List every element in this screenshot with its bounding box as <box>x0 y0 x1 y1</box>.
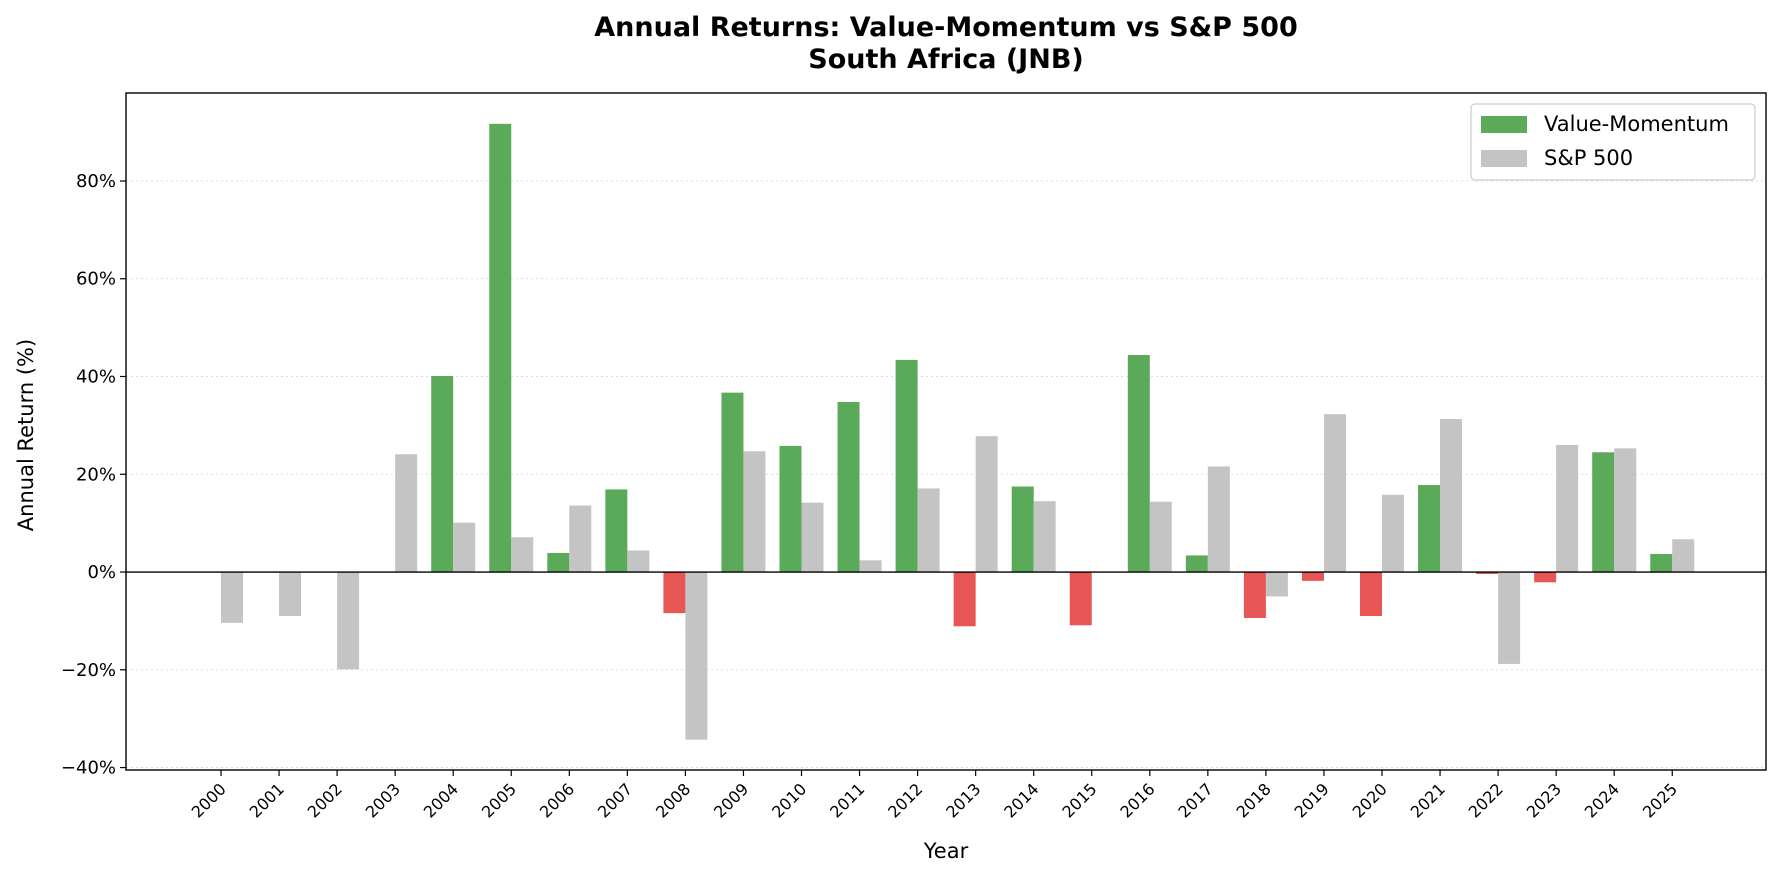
y-axis-label: Annual Return (%) <box>14 339 38 531</box>
x-ticks: 2000 2001 2002 2003 2004 2005 2006 2007 2008 2009… <box>188 770 1681 822</box>
y-tick-label: 60% <box>76 269 116 290</box>
x-tick-label: 2016 <box>1116 779 1158 821</box>
bar-value-momentum <box>1011 486 1034 573</box>
y-ticks: −40% −20% 0% 20% 40% 60% 80% <box>61 171 126 779</box>
legend-swatch <box>1481 116 1527 133</box>
bar-sp500 <box>395 454 418 573</box>
bar-value-momentum <box>1243 572 1266 618</box>
x-tick-label: 2011 <box>826 779 868 821</box>
bar-value-momentum <box>779 445 802 573</box>
y-tick-label: −40% <box>61 758 116 779</box>
bar-sp500 <box>453 522 476 573</box>
bar-value-momentum <box>1360 572 1382 617</box>
chart-subtitle: South Africa (JNB) <box>808 44 1083 75</box>
x-tick-label: 2013 <box>942 779 984 821</box>
x-tick-label: 2020 <box>1349 779 1391 821</box>
x-tick-label: 2024 <box>1581 779 1623 821</box>
x-tick-label: 2001 <box>246 779 288 821</box>
bar-value-momentum <box>721 392 744 573</box>
x-tick-label: 2014 <box>1000 779 1042 821</box>
bar-value-momentum <box>431 376 454 573</box>
legend: Value-Momentum S&P 500 <box>1470 103 1756 181</box>
bar-sp500 <box>859 560 882 573</box>
x-tick-label: 2017 <box>1174 779 1216 821</box>
plot-frame <box>125 92 1767 771</box>
bar-value-momentum <box>1534 572 1557 583</box>
bar-sp500 <box>569 505 592 573</box>
x-tick-label: 2009 <box>710 779 752 821</box>
bar-value-momentum <box>953 572 976 627</box>
bar-sp500 <box>1556 444 1579 573</box>
bar-value-momentum <box>489 123 512 573</box>
x-tick-label: 2000 <box>188 779 230 821</box>
bar-value-momentum <box>1476 572 1499 574</box>
y-tick-label: 80% <box>76 171 116 192</box>
bar-sp500 <box>1672 539 1695 573</box>
legend-swatch <box>1481 150 1527 167</box>
bar-sp500 <box>627 550 650 573</box>
legend-label: Value-Momentum <box>1544 112 1729 136</box>
x-tick-label: 2007 <box>594 779 636 821</box>
bar-value-momentum <box>663 572 686 614</box>
bar-sp500 <box>1207 466 1230 573</box>
bar-sp500 <box>1382 494 1404 573</box>
bar-sp500 <box>743 451 766 573</box>
x-tick-label: 2019 <box>1291 779 1333 821</box>
bars <box>221 123 1695 740</box>
x-tick-label: 2012 <box>884 779 926 821</box>
bar-sp500 <box>279 572 302 617</box>
chart-title: Annual Returns: Value-Momentum vs S&P 50… <box>594 12 1297 43</box>
x-tick-label: 2021 <box>1407 779 1449 821</box>
bar-sp500 <box>1149 501 1172 573</box>
legend-box <box>1470 103 1756 181</box>
bar-sp500 <box>1440 419 1463 573</box>
bar-sp500 <box>1614 448 1637 573</box>
bar-sp500 <box>221 572 243 623</box>
y-tick-label: 20% <box>76 464 116 485</box>
bar-value-momentum <box>1592 452 1615 573</box>
x-tick-label: 2022 <box>1465 779 1507 821</box>
x-tick-label: 2005 <box>478 779 520 821</box>
bar-sp500 <box>1033 501 1056 573</box>
bar-value-momentum <box>1650 553 1673 573</box>
x-tick-label: 2018 <box>1233 779 1275 821</box>
bar-sp500 <box>917 488 940 573</box>
x-tick-label: 2025 <box>1639 779 1681 821</box>
bar-value-momentum <box>1301 572 1324 581</box>
bar-sp500 <box>1498 572 1521 664</box>
x-tick-label: 2004 <box>420 779 462 821</box>
x-tick-label: 2010 <box>768 779 810 821</box>
x-tick-label: 2008 <box>652 779 694 821</box>
x-tick-label: 2003 <box>362 779 404 821</box>
x-tick-label: 2006 <box>536 779 578 821</box>
x-tick-label: 2023 <box>1523 779 1565 821</box>
y-tick-label: 0% <box>87 562 116 583</box>
bar-sp500 <box>337 572 360 670</box>
bar-value-momentum <box>1069 572 1092 626</box>
bar-sp500 <box>685 572 708 740</box>
bar-sp500 <box>1323 414 1346 573</box>
axes <box>125 92 1767 771</box>
legend-label: S&P 500 <box>1544 146 1633 170</box>
gridlines <box>126 180 1766 769</box>
y-tick-label: 40% <box>76 367 116 388</box>
bar-sp500 <box>1265 572 1288 597</box>
bar-value-momentum <box>895 359 918 573</box>
bar-value-momentum <box>837 401 860 573</box>
bar-sp500 <box>975 436 998 573</box>
x-axis-label: Year <box>923 839 969 863</box>
bar-value-momentum <box>1127 355 1150 573</box>
y-tick-label: −20% <box>61 660 116 681</box>
bar-sp500 <box>801 502 824 573</box>
bar-value-momentum <box>1418 485 1441 573</box>
bar-value-momentum <box>547 552 570 573</box>
bar-sp500 <box>511 537 534 573</box>
bar-value-momentum <box>605 489 628 573</box>
x-tick-label: 2015 <box>1058 779 1100 821</box>
bar-value-momentum <box>1185 555 1208 573</box>
x-tick-label: 2002 <box>304 779 346 821</box>
